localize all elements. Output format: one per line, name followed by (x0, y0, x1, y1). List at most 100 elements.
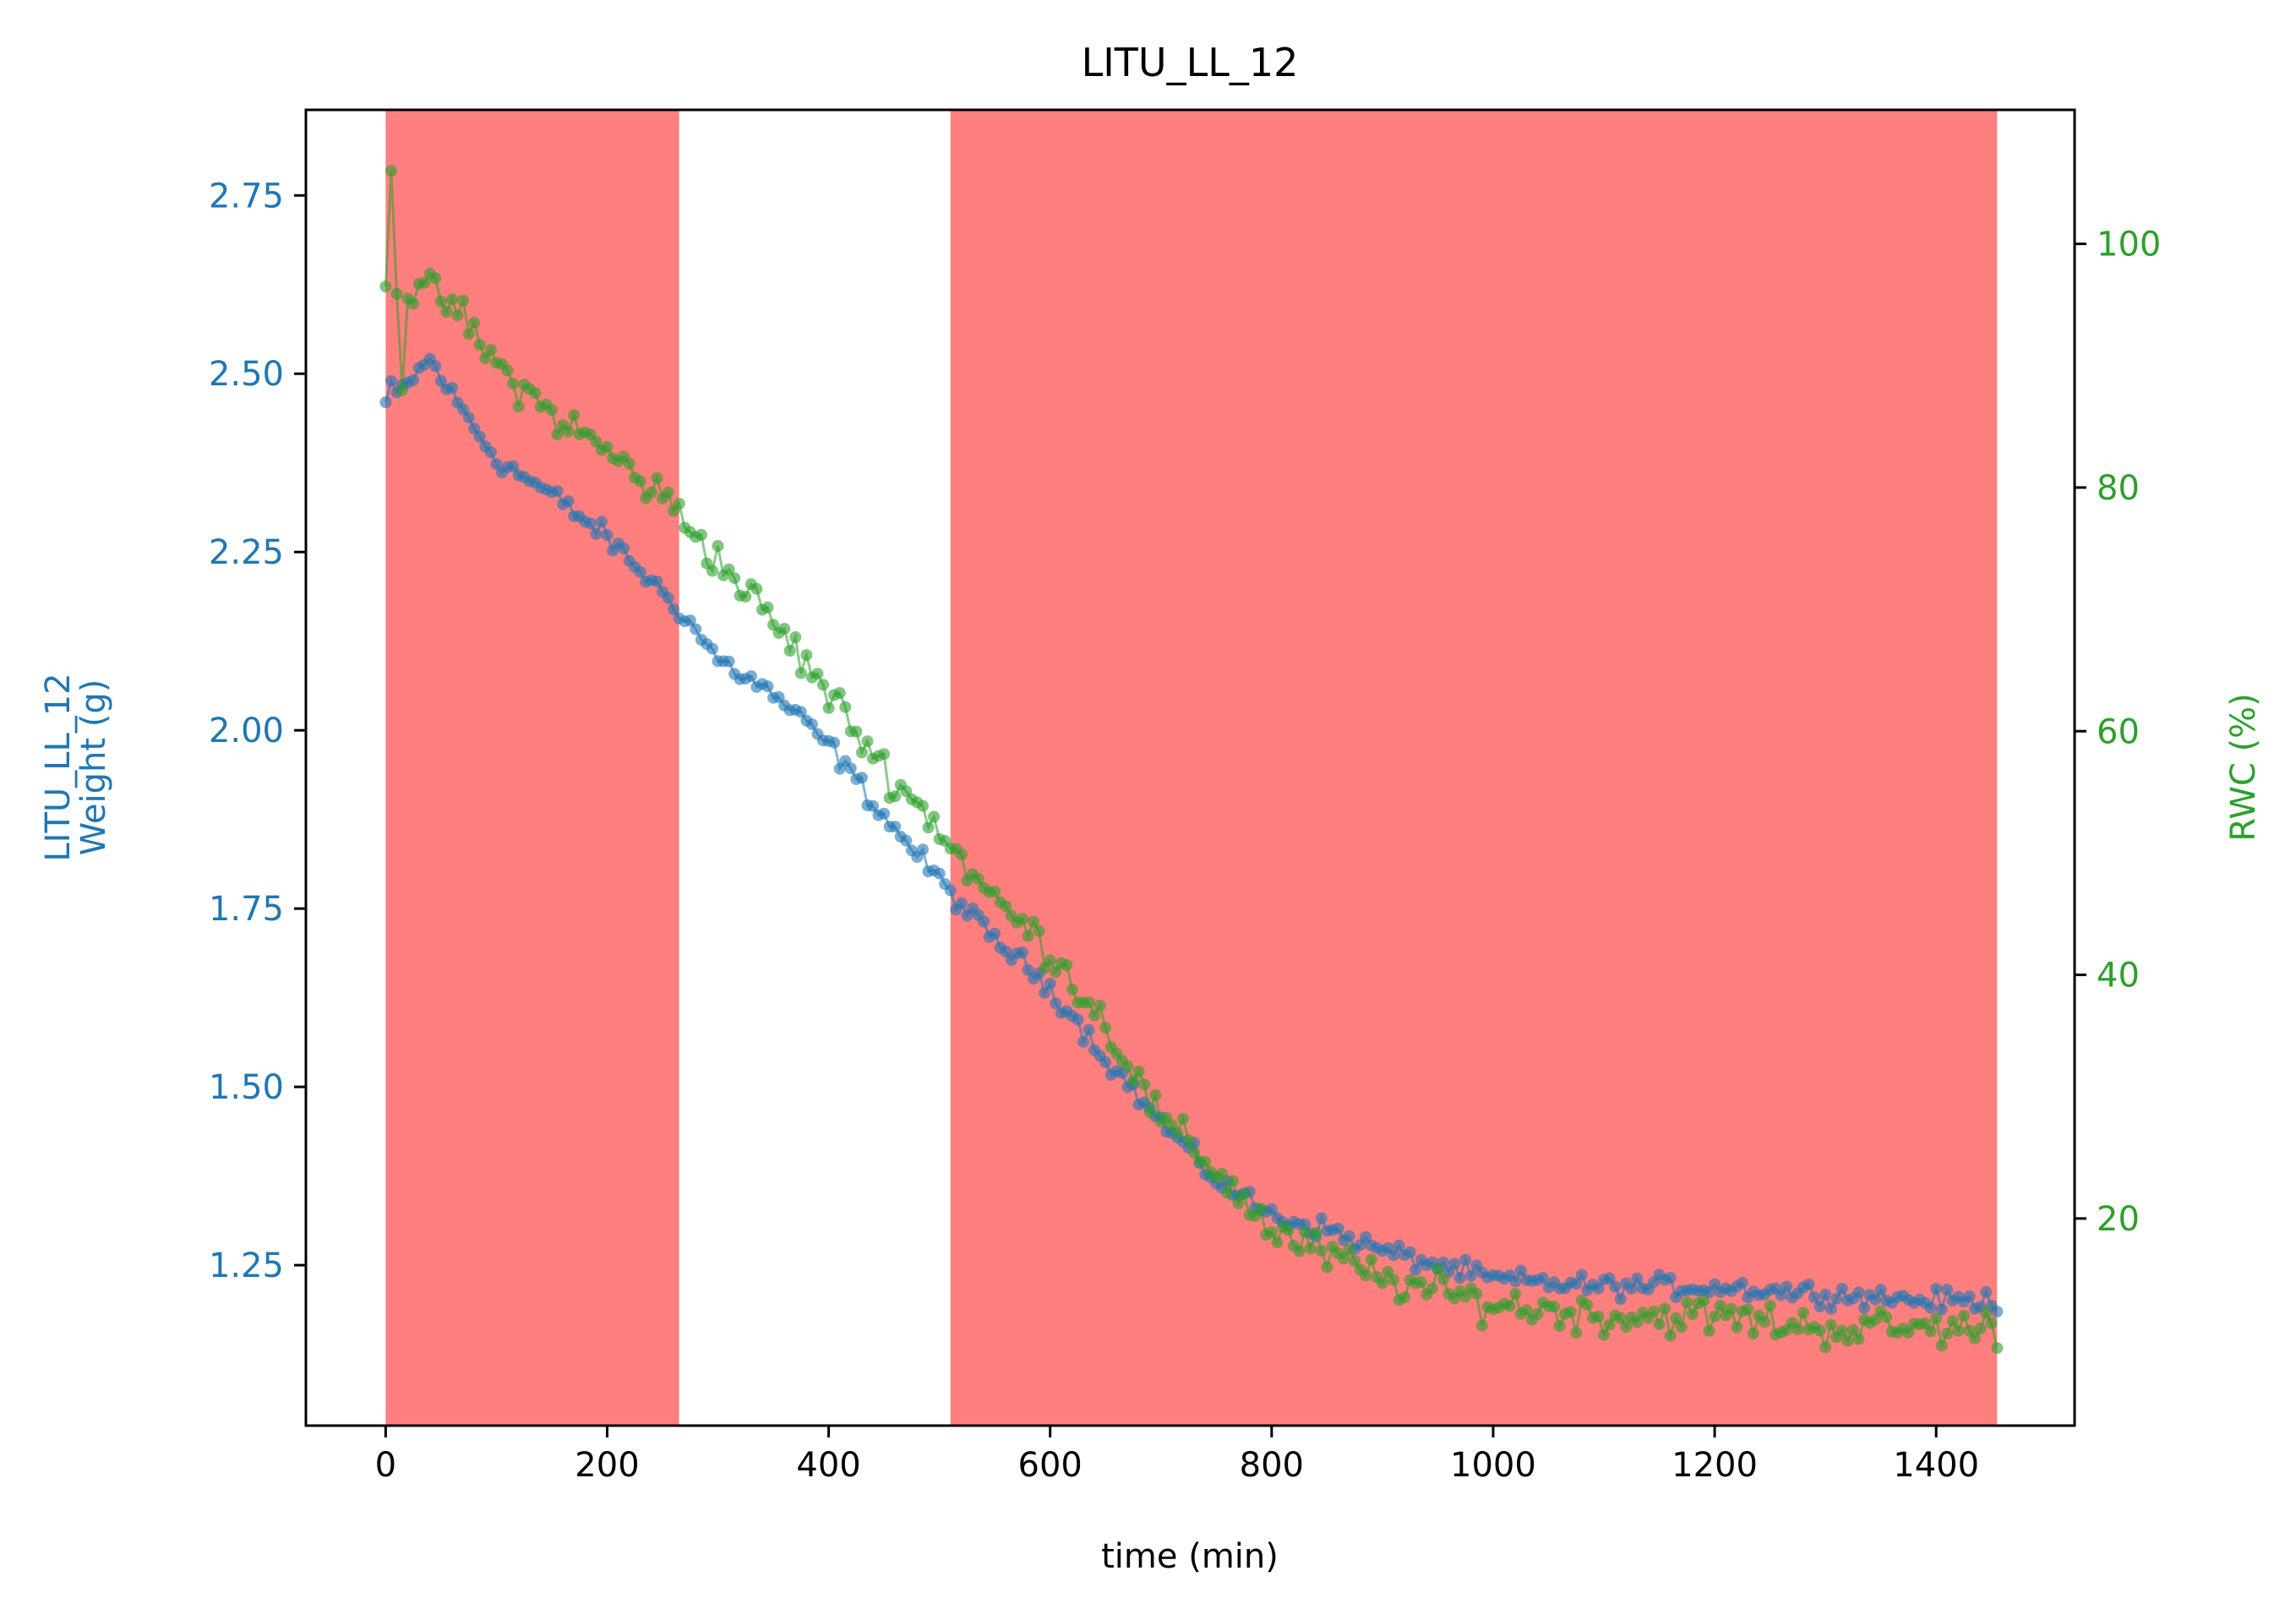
weight-point (1343, 1230, 1355, 1242)
rwc-point (1227, 1175, 1239, 1187)
rwc-point (1399, 1291, 1411, 1304)
rwc-point (1138, 1078, 1151, 1091)
rwc-point (473, 338, 486, 351)
rwc-point (1852, 1333, 1865, 1345)
rwc-point (1083, 996, 1095, 1009)
weight-point (1980, 1285, 1993, 1298)
rwc-point (1531, 1307, 1544, 1320)
weight-point (1022, 963, 1034, 976)
weight-point (1404, 1246, 1416, 1258)
weight-point (989, 927, 1001, 940)
rwc-point (1846, 1323, 1859, 1336)
weight-point (917, 843, 929, 856)
weight-point (1464, 1269, 1477, 1282)
y-left-tick-label: 1.75 (209, 890, 284, 929)
rwc-point (1792, 1323, 1804, 1336)
rwc-point (1869, 1313, 1882, 1326)
rwc-point (1000, 900, 1012, 913)
rwc-point (695, 528, 707, 541)
rwc-point (1088, 1009, 1101, 1022)
x-tick-label: 200 (575, 1446, 639, 1485)
rwc-point (817, 679, 829, 691)
weight-point (1835, 1282, 1848, 1295)
rwc-point (1985, 1317, 1998, 1329)
rwc-point (1581, 1299, 1594, 1312)
rwc-point (384, 165, 397, 177)
rwc-point (451, 309, 464, 322)
rwc-point (645, 486, 657, 499)
y-right-tick-label: 80 (2097, 469, 2140, 508)
rwc-point (1764, 1300, 1776, 1312)
rwc-point (1127, 1075, 1139, 1088)
weight-point (1039, 986, 1051, 999)
rwc-point (761, 601, 774, 614)
weight-point (1625, 1282, 1638, 1295)
rwc-point (1437, 1273, 1449, 1285)
weight-point (507, 460, 520, 472)
rwc-point (855, 746, 868, 759)
y-axis-left-label-line2: Weight (g) (74, 679, 113, 856)
weight-point (1514, 1264, 1527, 1277)
rwc-point (1426, 1282, 1438, 1295)
shaded-interval-1 (950, 110, 1998, 1426)
rwc-point (1415, 1276, 1427, 1288)
rwc-point (446, 293, 458, 306)
rwc-point (1659, 1302, 1672, 1315)
weight-point (1388, 1249, 1399, 1262)
rwc-point (1592, 1310, 1605, 1323)
rwc-point (407, 297, 420, 310)
rwc-point (955, 848, 968, 861)
rwc-point (861, 735, 874, 748)
y-left-tick-label: 1.50 (209, 1068, 284, 1107)
rwc-point (1470, 1287, 1483, 1300)
weight-point (429, 360, 442, 373)
weight-point (1813, 1301, 1826, 1312)
rwc-point (1149, 1088, 1162, 1101)
rwc-point (1132, 1065, 1145, 1077)
rwc-point (1703, 1324, 1715, 1337)
weight-point (1393, 1239, 1405, 1252)
weight-point (900, 834, 913, 847)
x-tick-label: 0 (375, 1446, 396, 1485)
rwc-point (1033, 924, 1045, 937)
rwc-point (512, 401, 525, 413)
weight-point (384, 374, 397, 387)
x-tick-label: 800 (1240, 1446, 1304, 1485)
rwc-point (1360, 1269, 1372, 1282)
shaded-interval-0 (385, 110, 679, 1426)
weight-point (706, 642, 718, 655)
rwc-point (972, 873, 984, 885)
weight-point (1448, 1257, 1461, 1270)
weight-point (684, 614, 696, 627)
y-axis-right: 20 40 60 80 100 (2075, 226, 2161, 1239)
rwc-point (1028, 915, 1040, 928)
rwc-point (1315, 1245, 1328, 1257)
rwc-point (1343, 1243, 1355, 1256)
rwc-point (728, 572, 741, 585)
rwc-point (501, 364, 514, 377)
weight-point (446, 382, 458, 394)
weight-point (844, 762, 857, 775)
rwc-point (839, 701, 852, 713)
weight-point (855, 772, 868, 784)
rwc-point (1121, 1060, 1134, 1072)
rwc-point (922, 821, 935, 834)
rwc-point (418, 276, 431, 289)
rwc-point (811, 668, 824, 680)
rwc-point (1282, 1224, 1295, 1236)
y-left-tick-label: 2.25 (209, 533, 284, 572)
weight-point (955, 897, 968, 909)
weight-point (867, 799, 879, 812)
rwc-point (434, 295, 447, 308)
rwc-point (794, 667, 807, 679)
rwc-point (1759, 1316, 1770, 1328)
weight-point (1874, 1284, 1887, 1296)
rwc-point (1598, 1328, 1610, 1341)
weight-point (473, 430, 486, 443)
weight-point (1099, 1056, 1112, 1069)
rwc-point (833, 687, 846, 699)
rwc-point (1935, 1339, 1948, 1352)
rwc-point (723, 563, 735, 575)
